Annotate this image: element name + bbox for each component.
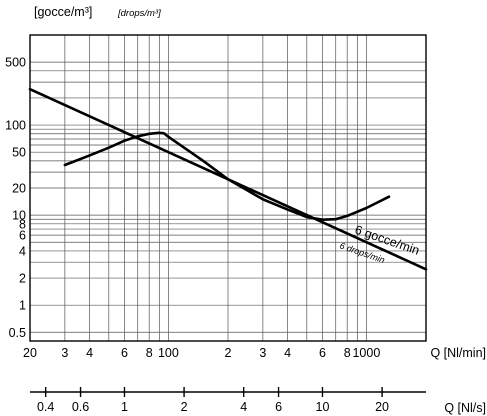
secondary-x-tick-label: 0.6 [72, 400, 89, 414]
y-tick-label: 8 [19, 217, 26, 231]
y-tick-label: 50 [12, 146, 26, 160]
y-tick-label: 4 [19, 244, 26, 258]
y-tick-label: 1 [19, 299, 26, 313]
y-tick-label: 100 [5, 119, 26, 133]
secondary-x-tick-label: 6 [275, 400, 282, 414]
secondary-x-tick-label: 10 [316, 400, 330, 414]
x-tick-label: 100 [158, 346, 179, 360]
secondary-x-tick-label: 1 [121, 400, 128, 414]
x-axis-label: Q [Nl/min] [430, 346, 486, 360]
secondary-x-tick-label: 0.4 [37, 400, 54, 414]
y-tick-label: 6 [19, 229, 26, 243]
y-axis-label: [gocce/m³] [34, 5, 92, 19]
x-tick-label: 3 [61, 346, 68, 360]
x-tick-label: 3 [259, 346, 266, 360]
x-tick-label: 4 [86, 346, 93, 360]
x-tick-label: 2 [225, 346, 232, 360]
x-tick-label: 8 [344, 346, 351, 360]
secondary-x-tick-label: 4 [240, 400, 247, 414]
y-tick-label: 2 [19, 272, 26, 286]
y-tick-label: 500 [5, 56, 26, 70]
x-tick-label: 8 [146, 346, 153, 360]
secondary-x-ticks: 0.4 0.6 1 2 4 6 10 20 [37, 387, 389, 414]
x-tick-label: 4 [284, 346, 291, 360]
y-axis-label-alt: [drops/m³] [117, 8, 161, 19]
secondary-x-tick-label: 20 [375, 400, 389, 414]
x-tick-label: 6 [319, 346, 326, 360]
series [28, 87, 428, 271]
grid [29, 34, 427, 341]
secondary-x-axis-label: Q [Nl/s] [444, 401, 486, 415]
x-tick-labels: 20 3 4 6 8 100 2 3 4 6 8 1000 [23, 346, 380, 360]
series-line-curve [63, 131, 391, 221]
secondary-x-tick-label: 2 [181, 400, 188, 414]
x-tick-label: 20 [23, 346, 37, 360]
x-tick-label: 6 [121, 346, 128, 360]
y-tick-label: 20 [12, 182, 26, 196]
y-tick-label: 0.5 [9, 326, 26, 340]
plot-frame [29, 34, 427, 342]
y-tick-label: 10 [12, 209, 26, 223]
x-tick-label: 1000 [352, 346, 380, 360]
